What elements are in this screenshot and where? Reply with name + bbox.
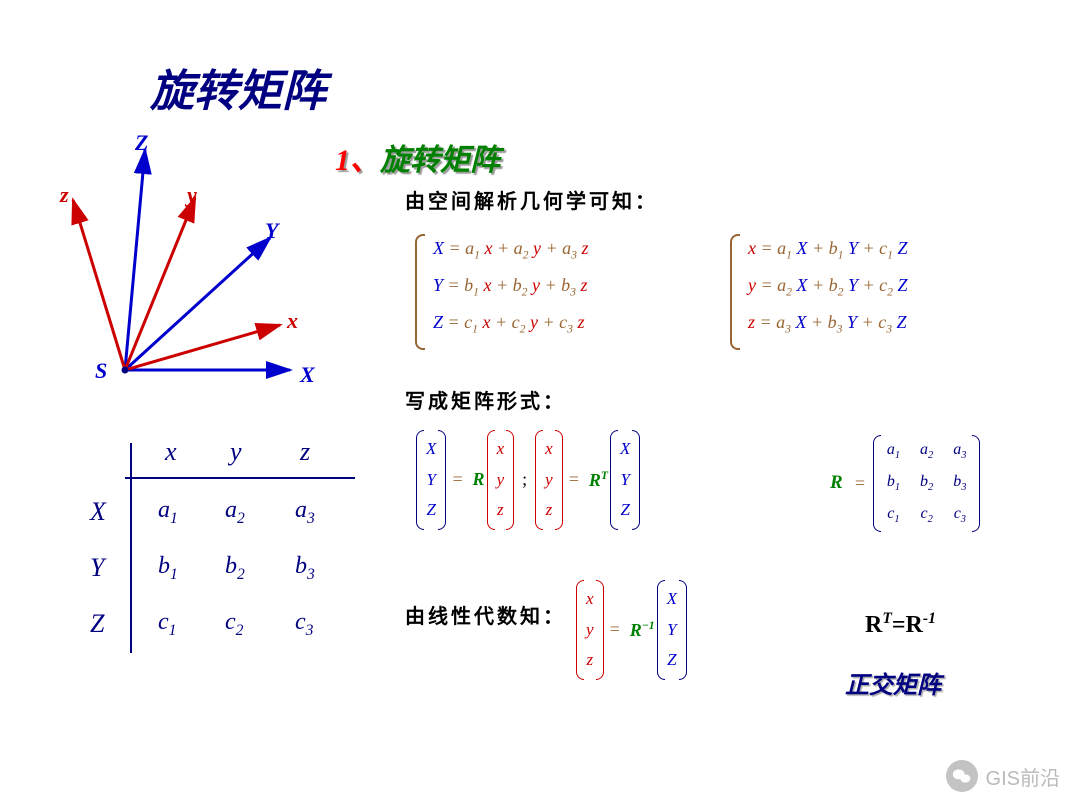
vec-XYZ-1: XYZ: [420, 430, 442, 530]
R-matrix-def: R = a1a2a3 b1b2b3 c1c2c3: [830, 435, 976, 532]
row-header-Y: Y: [90, 553, 104, 583]
orthogonal-label: 正交矩阵: [845, 665, 941, 700]
row-header-Z: Z: [90, 609, 104, 639]
intro-text: 由空间解析几何学可知：: [405, 185, 658, 214]
row-header-X: X: [90, 497, 106, 527]
Rinv-symbol: R−1: [630, 619, 655, 641]
matrix-eq-1: XYZ = R xyz ; xyz = RT XYZ: [420, 430, 636, 530]
vec-xyz-3: xyz: [580, 580, 600, 680]
axis-x-label: x: [287, 308, 298, 334]
equation-group-right: x = a1 X + b1 Y + c1 Z y = a2 X + b2 Y +…: [730, 230, 908, 341]
watermark: GIS前沿: [946, 760, 1060, 792]
cell-a2: a2: [225, 497, 245, 528]
R-symbol: R: [473, 469, 485, 490]
cell-c2: c2: [225, 609, 243, 640]
matrix-eq-inverse: xyz = R−1 XYZ: [580, 580, 683, 680]
origin-label: S: [95, 358, 107, 384]
page-title: 旋转矩阵: [150, 55, 326, 119]
eq-right-row-2: z = a3 X + b3 Y + c3 Z: [748, 304, 908, 341]
section-text: 旋转矩阵: [380, 144, 500, 177]
cell-b1: b1: [158, 553, 178, 584]
vec-xyz-2: xyz: [539, 430, 559, 530]
eq-right-row-1: y = a2 X + b2 Y + c2 Z: [748, 267, 908, 304]
axis-y-label: y: [187, 182, 197, 208]
axis-Z-label: Z: [135, 130, 148, 156]
axis-X-label: X: [300, 362, 315, 388]
axis-z-label: z: [60, 182, 69, 208]
eq-left-row-1: Y = b1 x + b2 y + b3 z: [433, 267, 589, 304]
linear-alg-text: 由线性代数知：: [405, 600, 566, 629]
wechat-icon: [946, 760, 978, 792]
cell-a1: a1: [158, 497, 178, 528]
vec-xyz-1: xyz: [491, 430, 511, 530]
col-header-y: y: [230, 437, 242, 467]
RT-symbol: RT: [589, 469, 608, 491]
section-heading: 1、旋转矩阵: [335, 135, 500, 179]
col-header-z: z: [300, 437, 310, 467]
R-matrix: a1a2a3 b1b2b3 c1c2c3: [877, 435, 977, 532]
vec-XYZ-2: XYZ: [614, 430, 636, 530]
matrix-form-text: 写成矩阵形式：: [405, 385, 566, 414]
eq-left-row-0: X = a1 x + a2 y + a3 z: [433, 230, 589, 267]
table-vline: [130, 443, 132, 653]
eq-left-row-2: Z = c1 x + c2 y + c3 z: [433, 304, 589, 341]
table-hline: [125, 477, 355, 479]
axis-Y-label: Y: [265, 218, 278, 244]
cell-b2: b2: [225, 553, 245, 584]
cell-b3: b3: [295, 553, 315, 584]
watermark-text: GIS前沿: [986, 762, 1060, 791]
cell-c3: c3: [295, 609, 313, 640]
col-header-x: x: [165, 437, 177, 467]
coordinate-diagram: X Y Z x y z S: [55, 130, 345, 400]
cell-a3: a3: [295, 497, 315, 528]
vec-XYZ-3: XYZ: [661, 580, 683, 680]
equation-group-left: X = a1 x + a2 y + a3 z Y = b1 x + b2 y +…: [415, 230, 589, 341]
eq-right-row-0: x = a1 X + b1 Y + c1 Z: [748, 230, 908, 267]
transpose-inverse-eq: RT=R-1: [865, 610, 936, 639]
cell-c1: c1: [158, 609, 176, 640]
